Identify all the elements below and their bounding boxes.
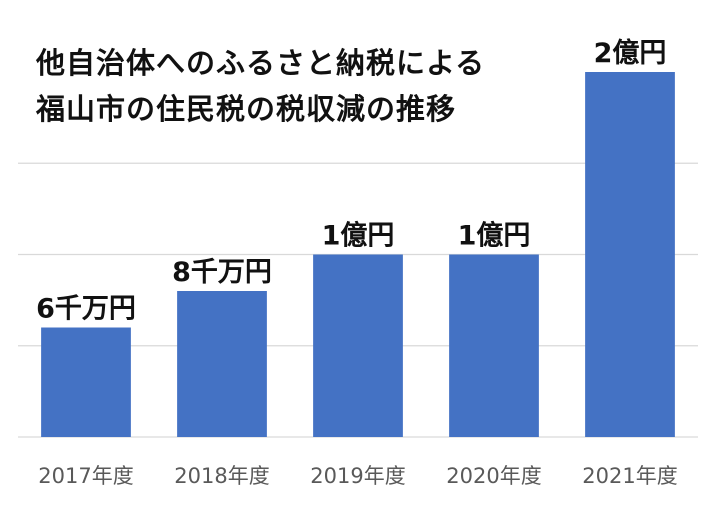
bar-2021年度 [585,72,675,437]
bars [41,72,675,437]
x-tick-label: 2020年度 [446,464,541,488]
x-axis-ticks: 2017年度 2018年度 2019年度 2020年度 2021年度 [38,464,677,488]
x-tick-label: 2021年度 [582,464,677,488]
x-tick-label: 2017年度 [38,464,133,488]
bar-2018年度 [177,291,267,437]
data-label: 2億円 [594,38,667,69]
bar-2019年度 [313,254,403,437]
data-labels: 6千万円 8千万円 1億円 1億円 2億円 [36,38,666,325]
data-label: 1億円 [322,221,395,252]
bar-2020年度 [449,254,539,437]
data-label: 6千万円 [36,294,136,325]
data-label: 8千万円 [172,257,272,288]
x-tick-label: 2018年度 [174,464,269,488]
x-tick-label: 2019年度 [310,464,405,488]
chart-title-line-1: 他自治体へのふるさと納税による [36,46,486,80]
chart-title-line-2: 福山市の住民税の税収減の推移 [36,92,457,126]
data-label: 1億円 [458,221,531,252]
bar-2017年度 [41,327,131,437]
